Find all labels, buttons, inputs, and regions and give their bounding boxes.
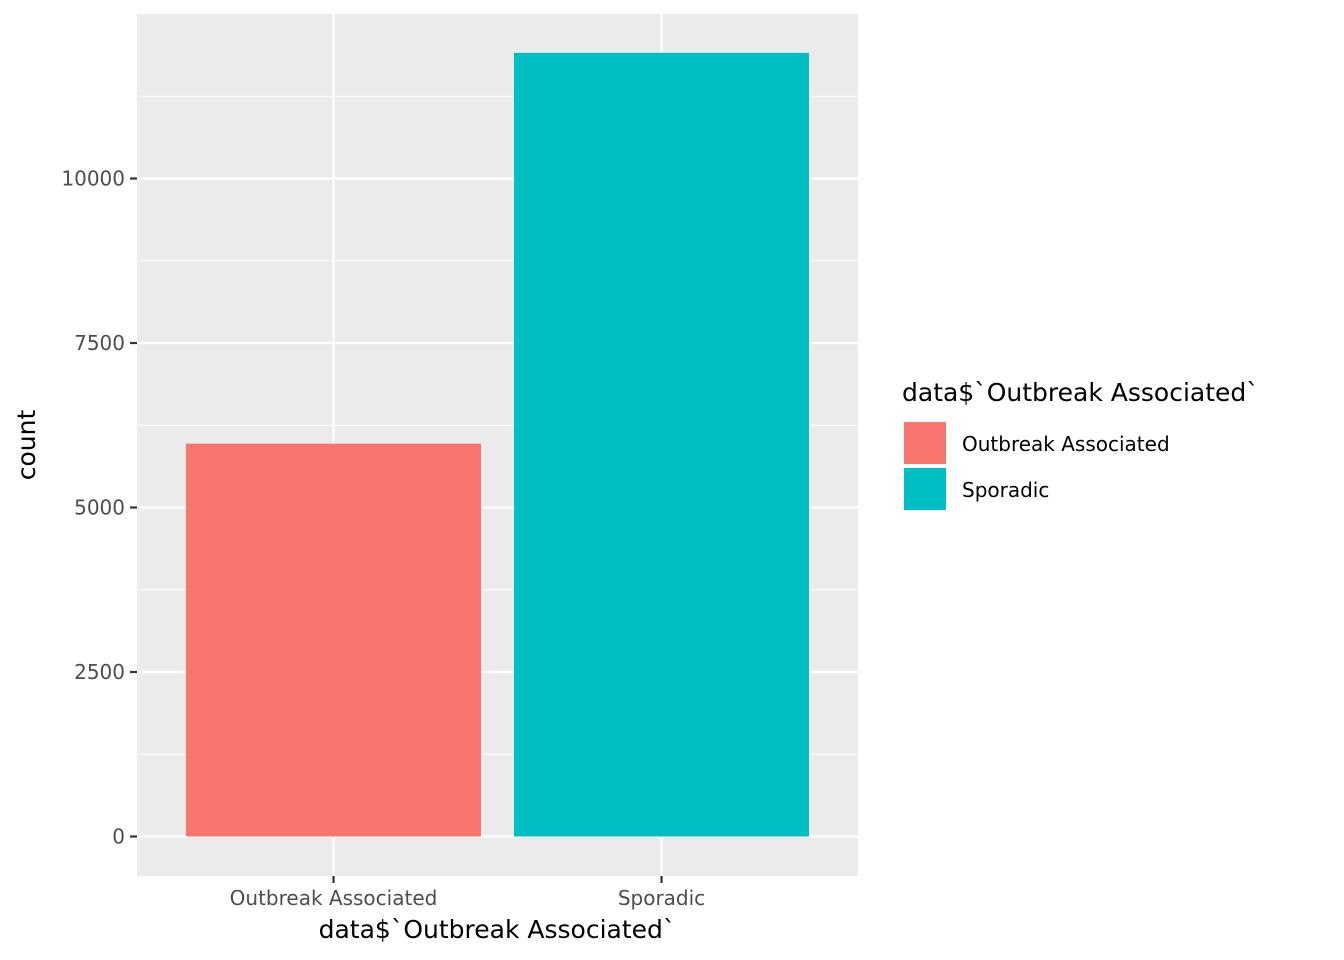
bars	[186, 52, 809, 837]
y-axis: 0 2500 5000 7500 10000	[61, 167, 137, 849]
bar-outbreak-associated	[186, 443, 481, 837]
y-tick-label-3: 7500	[74, 331, 125, 355]
bar-sporadic	[514, 52, 809, 837]
x-tick-label-0: Outbreak Associated	[230, 886, 438, 910]
y-axis-title: count	[12, 410, 41, 481]
x-axis: Outbreak Associated Sporadic	[230, 876, 705, 910]
legend-swatch-0	[904, 422, 946, 464]
legend-label-0: Outbreak Associated	[962, 432, 1170, 456]
y-tick-label-4: 10000	[61, 167, 125, 191]
x-tick-label-1: Sporadic	[618, 886, 705, 910]
legend: data$`Outbreak Associated` Outbreak Asso…	[902, 378, 1259, 510]
x-axis-title: data$`Outbreak Associated`	[319, 915, 676, 944]
legend-swatch-1	[904, 468, 946, 510]
legend-title: data$`Outbreak Associated`	[902, 378, 1259, 407]
y-tick-label-2: 5000	[74, 496, 125, 520]
y-tick-label-1: 2500	[74, 660, 125, 684]
y-tick-label-0: 0	[112, 825, 125, 849]
legend-label-1: Sporadic	[962, 478, 1049, 502]
